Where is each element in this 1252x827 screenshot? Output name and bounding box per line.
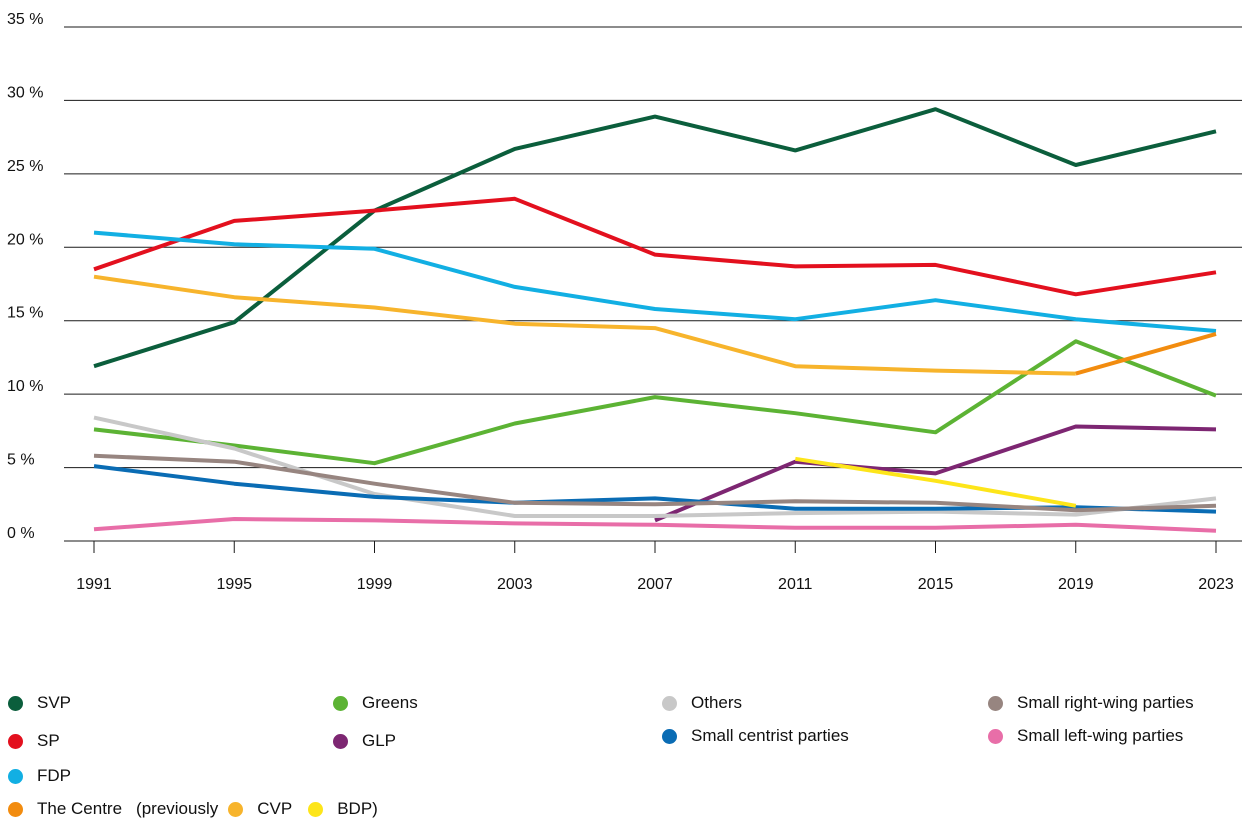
y-tick-label: 10 % xyxy=(7,378,43,395)
legend-label: The Centre xyxy=(37,799,123,818)
y-tick-label: 5 % xyxy=(7,452,35,469)
legend-swatch xyxy=(662,728,677,744)
legend-note: (previously xyxy=(136,799,219,818)
legend-swatch xyxy=(228,801,244,817)
legend-swatch xyxy=(988,695,1003,711)
y-tick-label: 25 % xyxy=(7,158,43,175)
legend-item-centre-row: The Centre (previously CVP BDP) xyxy=(8,799,378,819)
legend-label: BDP) xyxy=(337,799,378,818)
x-tick-label: 2023 xyxy=(1198,576,1234,593)
legend-item-others: Others xyxy=(662,693,742,713)
x-tick-label: 1995 xyxy=(216,576,252,593)
legend-item-greens: Greens xyxy=(333,693,418,713)
series-line-glp xyxy=(654,424,1217,523)
y-tick-label: 0 % xyxy=(7,525,35,542)
legend-label: SP xyxy=(37,731,60,750)
series-line-small-left-wing-parties xyxy=(93,517,1217,533)
legend-label: Small left-wing parties xyxy=(1017,726,1184,745)
legend-swatch xyxy=(8,801,23,817)
legend-label: FDP xyxy=(37,766,71,785)
series-line-greens xyxy=(93,339,1217,466)
series-line-the-centre xyxy=(1075,331,1217,376)
series-line-small-right-wing-parties xyxy=(93,453,1217,513)
legend-item-small-centrist: Small centrist parties xyxy=(662,726,849,746)
series-line-cvp xyxy=(93,274,1076,376)
series-line-svp xyxy=(93,107,1217,369)
x-tick-label: 2007 xyxy=(637,576,673,593)
legend-label: GLP xyxy=(362,731,397,750)
series-line-others xyxy=(93,415,1217,518)
legend-label: Greens xyxy=(362,693,418,712)
legend-swatch xyxy=(308,801,324,817)
legend-label: Small centrist parties xyxy=(691,726,849,745)
x-tick-label: 2003 xyxy=(497,576,533,593)
y-axis: 0 % 5 % 10 % 15 % 20 % 25 % 30 % 35 % xyxy=(7,11,43,542)
legend-item-small-right-wing: Small right-wing parties xyxy=(988,693,1194,713)
x-tick-label: 1991 xyxy=(76,576,112,593)
legend-swatch xyxy=(988,728,1003,744)
legend-swatch xyxy=(8,695,23,711)
series-line-sp xyxy=(93,196,1217,297)
x-tick-label: 2019 xyxy=(1058,576,1094,593)
legend-swatch xyxy=(662,695,677,711)
y-tick-label: 20 % xyxy=(7,231,43,248)
series-line-fdp xyxy=(93,230,1217,333)
legend-swatch xyxy=(333,695,348,711)
legend-swatch xyxy=(8,768,23,784)
legend-item-svp: SVP xyxy=(8,693,71,713)
legend-item-fdp: FDP xyxy=(8,766,71,786)
legend-swatch xyxy=(8,733,23,749)
y-tick-label: 15 % xyxy=(7,305,43,322)
line-chart: 0 %5 %10 %15 %20 %25 %30 %35 % 1991 1995 1… xyxy=(7,11,1242,593)
y-tick-label: 35 % xyxy=(7,11,43,28)
x-tick-label: 1999 xyxy=(357,576,393,593)
legend-item-glp: GLP xyxy=(333,731,396,751)
legend-label: SVP xyxy=(37,693,72,712)
series-lines xyxy=(93,107,1217,533)
series-line-bdp xyxy=(794,456,1077,508)
legend-label: Others xyxy=(691,693,743,712)
legend-swatch xyxy=(333,733,348,749)
x-axis: 1991 1995 1999 2003 2007 2011 2015 2019 2023 xyxy=(76,541,1234,593)
y-tick-label: 30 % xyxy=(7,84,43,101)
x-tick-label: 2015 xyxy=(918,576,954,593)
legend-label: CVP xyxy=(257,799,293,818)
legend-item-sp: SP xyxy=(8,731,60,751)
legend-item-small-left-wing: Small left-wing parties xyxy=(988,726,1183,746)
legend-label: Small right-wing parties xyxy=(1017,693,1194,712)
x-tick-label: 2011 xyxy=(778,576,813,593)
